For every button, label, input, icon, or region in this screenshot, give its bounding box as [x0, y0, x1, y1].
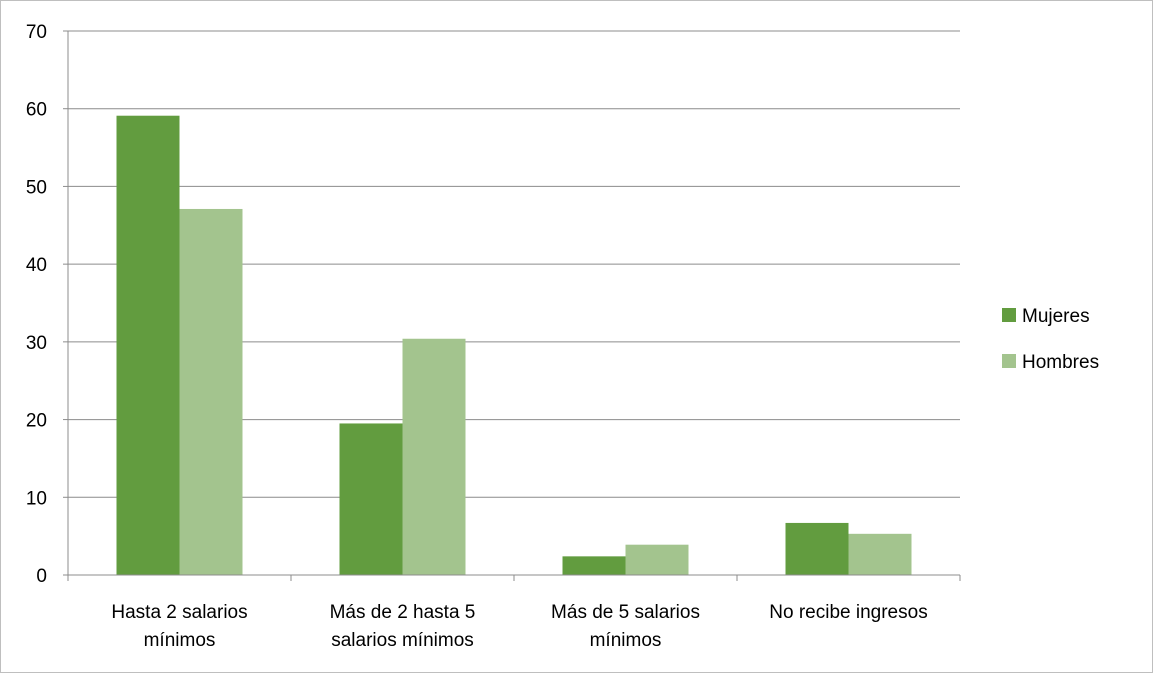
bar-hombres-3: [848, 533, 912, 575]
bars: [116, 115, 912, 576]
x-tick-label: Más de 2 hasta 5: [330, 602, 476, 623]
x-tick-label: Más de 5 salarios: [551, 602, 700, 623]
x-tick-label: Hasta 2 salarios: [111, 602, 247, 623]
axes: [63, 30, 961, 581]
x-tick-label: No recibe ingresos: [769, 602, 927, 623]
y-tick-label: 40: [26, 255, 47, 276]
y-tick-label: 30: [26, 333, 47, 354]
x-tick-label: salarios mínimos: [331, 630, 474, 651]
legend-label-hombres: Hombres: [1022, 352, 1099, 373]
bar-hombres-0: [179, 208, 243, 576]
bar-mujeres-2: [562, 556, 626, 575]
x-tick-labels: Hasta 2 salarios mínimos Más de 2 hasta 5 s…: [111, 602, 927, 651]
y-tick-label: 70: [26, 22, 47, 43]
y-tick-label: 60: [26, 100, 47, 121]
bar-hombres-1: [402, 338, 466, 575]
legend-label-mujeres: Mujeres: [1022, 306, 1090, 327]
y-tick-label: 20: [26, 411, 47, 432]
bar-mujeres-1: [339, 423, 403, 575]
y-tick-label: 0: [36, 566, 47, 587]
legend: Mujeres Hombres: [1002, 306, 1099, 373]
legend-swatch-hombres: [1002, 354, 1016, 368]
bar-hombres-2: [625, 544, 689, 575]
y-tick-labels: 0 10 20 30 40 50 60 70: [26, 22, 47, 587]
legend-swatch-mujeres: [1002, 308, 1016, 322]
y-tick-label: 10: [26, 488, 47, 509]
bar-mujeres-3: [785, 522, 849, 575]
bar-mujeres-0: [116, 115, 180, 576]
y-tick-label: 50: [26, 177, 47, 198]
x-tick-label: mínimos: [590, 630, 662, 651]
x-tick-label: mínimos: [144, 630, 216, 651]
